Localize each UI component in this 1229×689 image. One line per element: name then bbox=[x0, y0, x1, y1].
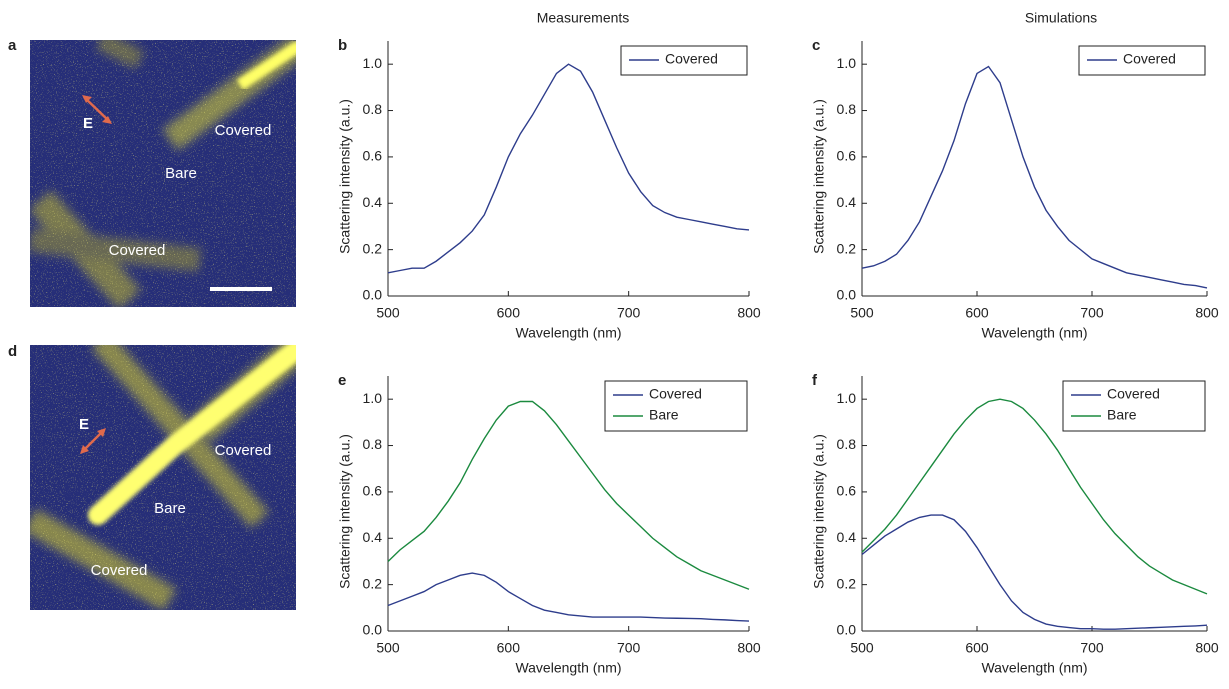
x-tick-label: 600 bbox=[965, 640, 989, 656]
image-label: Covered bbox=[215, 122, 272, 139]
y-tick-label: 0.6 bbox=[363, 483, 383, 499]
y-axis-label: Scattering intensity (a.u.) bbox=[337, 99, 353, 254]
data-line bbox=[861, 514, 1208, 630]
panel-letter: b bbox=[338, 37, 347, 54]
y-tick-label: 0.4 bbox=[837, 194, 857, 210]
x-tick-label: 800 bbox=[737, 640, 761, 656]
y-tick-label: 0.8 bbox=[363, 101, 383, 117]
data-line bbox=[387, 63, 750, 274]
x-tick-label: 700 bbox=[617, 305, 641, 321]
x-tick-label: 600 bbox=[497, 640, 521, 656]
x-tick-label: 600 bbox=[497, 305, 521, 321]
image-label: Covered bbox=[215, 442, 272, 459]
x-tick-label: 500 bbox=[850, 305, 874, 321]
y-tick-label: 1.0 bbox=[837, 390, 857, 406]
y-tick-label: 0.0 bbox=[837, 287, 857, 303]
y-tick-label: 0.0 bbox=[363, 622, 383, 638]
y-axis-label: Scattering intensity (a.u.) bbox=[337, 434, 353, 589]
y-tick-label: 0.6 bbox=[363, 148, 383, 164]
y-tick-label: 0.8 bbox=[363, 436, 383, 452]
data-line bbox=[861, 65, 1208, 289]
legend-box bbox=[604, 380, 748, 432]
y-tick-label: 0.8 bbox=[837, 101, 857, 117]
x-tick-label: 700 bbox=[617, 640, 641, 656]
y-tick-label: 0.4 bbox=[363, 194, 383, 210]
image-label: Bare bbox=[165, 165, 197, 182]
x-tick-label: 700 bbox=[1080, 640, 1104, 656]
panel-letter: f bbox=[812, 372, 818, 389]
y-tick-label: 0.6 bbox=[837, 148, 857, 164]
y-tick-label: 0.2 bbox=[363, 240, 383, 256]
y-tick-label: 0.2 bbox=[837, 240, 857, 256]
x-tick-label: 500 bbox=[376, 305, 400, 321]
image-label: Bare bbox=[154, 500, 186, 517]
x-tick-label: 500 bbox=[850, 640, 874, 656]
legend-label: Bare bbox=[1107, 407, 1137, 423]
x-axis-label: Wavelength (nm) bbox=[515, 660, 621, 676]
y-tick-label: 0.2 bbox=[837, 575, 857, 591]
y-tick-label: 0.6 bbox=[837, 483, 857, 499]
y-tick-label: 1.0 bbox=[363, 55, 383, 71]
y-tick-label: 0.4 bbox=[363, 529, 383, 545]
x-axis-label: Wavelength (nm) bbox=[515, 325, 621, 341]
micrograph bbox=[30, 345, 296, 610]
x-tick-label: 800 bbox=[737, 305, 761, 321]
x-tick-label: 800 bbox=[1195, 305, 1219, 321]
data-line bbox=[387, 400, 750, 590]
legend-label: Covered bbox=[649, 386, 702, 402]
y-tick-label: 0.8 bbox=[837, 436, 857, 452]
data-line bbox=[861, 398, 1208, 595]
column-title: Measurements bbox=[537, 10, 630, 26]
panel-letter: d bbox=[8, 343, 17, 360]
y-tick-label: 0.0 bbox=[837, 622, 857, 638]
y-tick-label: 0.0 bbox=[363, 287, 383, 303]
legend-box bbox=[1062, 380, 1206, 432]
image-label: E bbox=[79, 416, 89, 433]
legend-label: Bare bbox=[649, 407, 679, 423]
legend-label: Covered bbox=[1123, 51, 1176, 67]
legend-label: Covered bbox=[665, 51, 718, 67]
panel-letter: c bbox=[812, 37, 820, 54]
x-axis-label: Wavelength (nm) bbox=[981, 325, 1087, 341]
x-tick-label: 500 bbox=[376, 640, 400, 656]
image-label: Covered bbox=[109, 242, 166, 259]
image-label: Covered bbox=[91, 562, 148, 579]
panel-letter: e bbox=[338, 372, 346, 389]
y-tick-label: 0.4 bbox=[837, 529, 857, 545]
panel-letter: a bbox=[8, 37, 17, 54]
x-tick-label: 800 bbox=[1195, 640, 1219, 656]
image-label: E bbox=[83, 115, 93, 132]
x-tick-label: 600 bbox=[965, 305, 989, 321]
y-axis-label: Scattering intensity (a.u.) bbox=[811, 99, 827, 254]
y-tick-label: 1.0 bbox=[363, 390, 383, 406]
x-axis-label: Wavelength (nm) bbox=[981, 660, 1087, 676]
legend-label: Covered bbox=[1107, 386, 1160, 402]
y-tick-label: 0.2 bbox=[363, 575, 383, 591]
micrograph bbox=[30, 40, 296, 307]
x-tick-label: 700 bbox=[1080, 305, 1104, 321]
column-title: Simulations bbox=[1025, 10, 1097, 26]
y-tick-label: 1.0 bbox=[837, 55, 857, 71]
y-axis-label: Scattering intensity (a.u.) bbox=[811, 434, 827, 589]
data-line bbox=[387, 572, 750, 622]
